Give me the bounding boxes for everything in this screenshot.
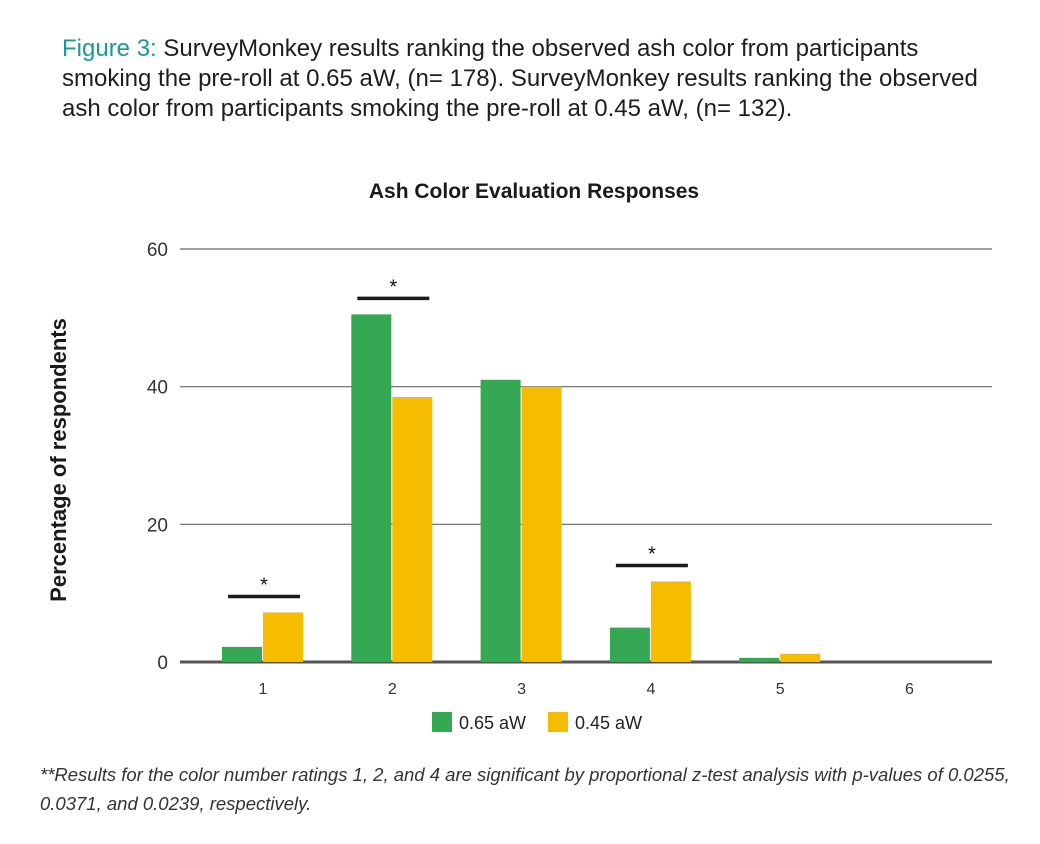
significance-marker-cat-4: * xyxy=(648,543,656,565)
significance-marker-cat-2: * xyxy=(389,276,397,298)
x-tick-label-6: 6 xyxy=(905,681,914,698)
footnote: **Results for the color number ratings 1… xyxy=(40,764,1010,814)
bar-0-65-aw-cat-2 xyxy=(351,314,392,662)
bar-0-45-aw-cat-4 xyxy=(650,581,691,662)
x-tick-label-2: 2 xyxy=(388,681,397,698)
bar-0-65-aw-cat-5 xyxy=(739,657,780,662)
bar-0-65-aw-cat-3 xyxy=(480,379,521,662)
legend-swatch-0-65-aw xyxy=(432,712,452,732)
y-tick-label: 20 xyxy=(147,515,168,536)
legend-label-0-45-aw: 0.45 aW xyxy=(575,713,642,733)
bar-0-45-aw-cat-1 xyxy=(263,612,303,662)
chart-title: Ash Color Evaluation Responses xyxy=(369,180,699,203)
y-tick-label: 60 xyxy=(147,240,168,261)
bar-chart: Ash Color Evaluation Responses Percentag… xyxy=(46,180,992,733)
figure-label: Figure 3: xyxy=(62,35,157,62)
bar-0-45-aw-cat-5 xyxy=(780,653,821,662)
figure-caption: Figure 3: SurveyMonkey results ranking t… xyxy=(62,34,1012,124)
y-axis-label: Percentage of respondents xyxy=(46,318,71,602)
figure-caption-text: SurveyMonkey results ranking the observe… xyxy=(62,35,978,122)
bar-0-45-aw-cat-2 xyxy=(392,396,433,662)
x-tick-label-4: 4 xyxy=(646,681,655,698)
bar-0-45-aw-cat-3 xyxy=(521,386,562,662)
y-tick-label: 40 xyxy=(147,378,168,399)
legend-swatch-0-45-aw xyxy=(548,712,568,732)
legend-label-0-65-aw: 0.65 aW xyxy=(459,713,526,733)
bar-0-65-aw-cat-4 xyxy=(609,627,650,662)
significance-marker-cat-1: * xyxy=(260,574,268,596)
x-tick-label-5: 5 xyxy=(776,681,785,698)
y-tick-label: 0 xyxy=(157,653,168,674)
x-tick-label-1: 1 xyxy=(259,681,268,698)
bar-0-65-aw-cat-1 xyxy=(222,646,262,662)
x-tick-label-3: 3 xyxy=(517,681,526,698)
